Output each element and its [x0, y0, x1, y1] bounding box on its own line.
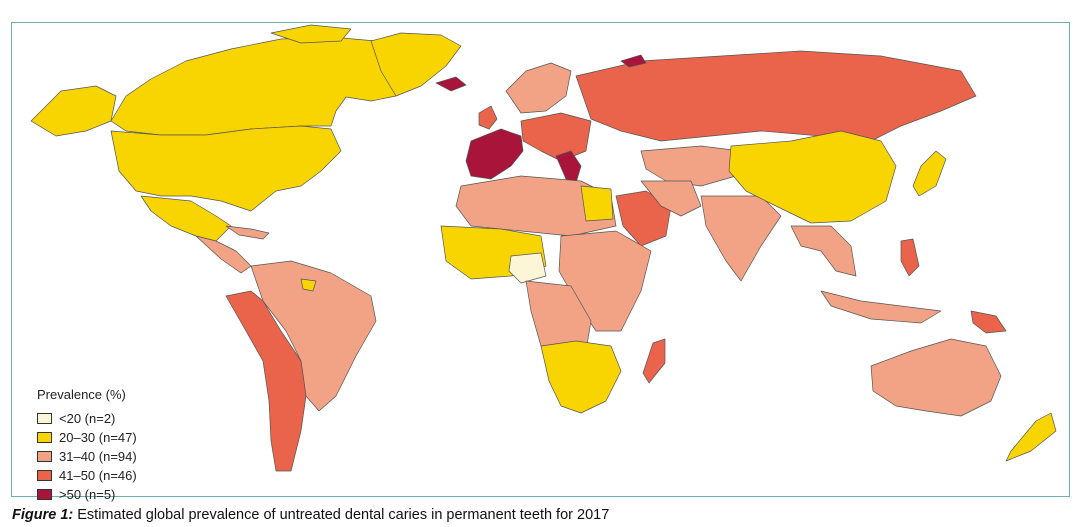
region-peru-chile — [225, 290, 307, 472]
legend-label-41-50: 41–50 (n=46) — [59, 468, 137, 483]
region-scandinavia — [505, 62, 572, 114]
region-france-iberia — [465, 128, 524, 180]
region-caribbean — [225, 225, 270, 240]
map-legend: Prevalence (%) <20 (n=2) 20–30 (n=47) 31… — [37, 387, 137, 504]
region-north-africa — [455, 175, 617, 237]
legend-label-over-50: >50 (n=5) — [59, 487, 116, 502]
region-guiana — [300, 278, 317, 292]
legend-item-41-50: 41–50 (n=46) — [37, 466, 137, 485]
region-india — [700, 195, 782, 282]
region-alaska — [30, 85, 117, 137]
legend-swatch-20-30 — [37, 432, 52, 443]
legend-swatch-41-50 — [37, 470, 52, 481]
region-usa — [110, 125, 342, 212]
region-indonesia — [820, 290, 942, 324]
region-russia — [575, 50, 977, 142]
region-italy-balkans — [555, 150, 582, 184]
region-south-america-east — [250, 260, 377, 412]
region-philippines — [900, 238, 920, 277]
region-central-asia — [640, 145, 742, 187]
region-central-europe — [520, 112, 592, 162]
legend-label-20-30: 20–30 (n=47) — [59, 430, 137, 445]
legend-title: Prevalence (%) — [37, 387, 126, 402]
caption-label: Figure 1: — [12, 507, 74, 523]
legend-item-20-30: 20–30 (n=47) — [37, 428, 137, 447]
region-madagascar — [642, 338, 666, 384]
region-greenland — [370, 32, 462, 97]
region-uk — [478, 105, 498, 130]
region-canada — [110, 36, 412, 136]
region-arabia — [615, 190, 672, 247]
region-australia — [870, 338, 1002, 417]
region-egypt — [580, 185, 614, 222]
legend-item-31-40: 31–40 (n=94) — [37, 447, 137, 466]
caption-text: Estimated global prevalence of untreated… — [73, 507, 610, 523]
region-new-zealand — [1005, 412, 1057, 462]
region-png — [970, 310, 1007, 334]
region-se-asia — [790, 225, 857, 277]
region-nigeria — [508, 252, 547, 284]
region-central-america — [195, 235, 252, 274]
region-japan — [912, 150, 947, 197]
region-iceland — [435, 76, 467, 92]
map-frame: Prevalence (%) <20 (n=2) 20–30 (n=47) 31… — [11, 22, 1070, 502]
region-iran — [640, 180, 702, 217]
legend-label-31-40: 31–40 (n=94) — [59, 449, 137, 464]
figure-caption: Figure 1: Estimated global prevalence of… — [12, 507, 609, 523]
legend-swatch-over-50 — [37, 489, 52, 500]
legend-label-under-20: <20 (n=2) — [59, 411, 116, 426]
region-svalbard — [620, 54, 647, 68]
world-map — [30, 24, 1057, 472]
region-southern-africa — [540, 340, 622, 414]
region-china — [728, 130, 897, 224]
region-canada-islands — [270, 24, 352, 44]
legend-item-over-50: >50 (n=5) — [37, 485, 137, 504]
legend-item-under-20: <20 (n=2) — [37, 409, 137, 428]
legend-swatch-31-40 — [37, 451, 52, 462]
region-mexico — [140, 195, 232, 242]
legend-swatch-under-20 — [37, 413, 52, 424]
